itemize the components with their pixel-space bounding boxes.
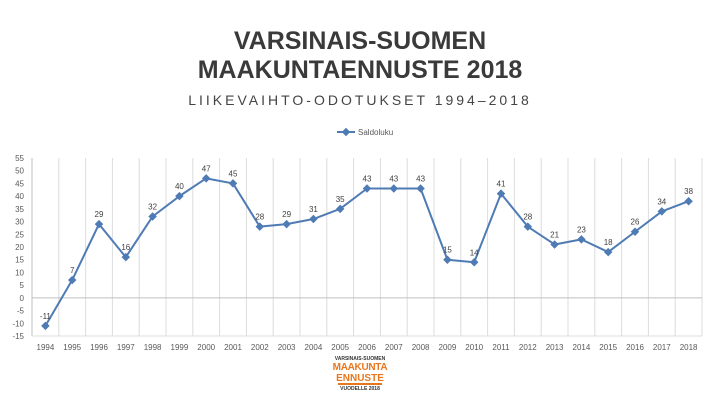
y-tick-label: 55 bbox=[15, 154, 24, 163]
line-chart: -15 -10 -5 0 5 10 15 20 25 30 35 40 45 50 55 1994 1995 19… bbox=[12, 127, 703, 352]
data-label: 26 bbox=[631, 218, 640, 227]
data-label: 40 bbox=[175, 182, 184, 191]
x-tick-label: 1998 bbox=[144, 343, 162, 352]
x-tick-label: 2017 bbox=[653, 343, 671, 352]
chart-title-line-2: MAAKUNTAENNUSTE 2018 bbox=[197, 56, 523, 84]
data-point bbox=[362, 184, 372, 193]
y-tick-label: -10 bbox=[12, 319, 24, 328]
y-tick-label: 45 bbox=[15, 179, 24, 188]
x-tick-label: 2005 bbox=[331, 343, 349, 352]
x-tick-label: 2012 bbox=[519, 343, 537, 352]
x-tick-label: 2006 bbox=[358, 343, 376, 352]
logo-underline bbox=[338, 383, 382, 385]
data-point bbox=[335, 204, 345, 214]
x-tick-label: 2018 bbox=[680, 343, 698, 352]
x-tick-label: 1999 bbox=[171, 343, 189, 352]
data-point bbox=[309, 214, 318, 224]
logo: VARSINAIS-SUOMEN MAAKUNTA ENNUSTE VUODEL… bbox=[330, 356, 390, 400]
data-label: 32 bbox=[148, 202, 157, 211]
x-tick-label: 1997 bbox=[117, 343, 135, 352]
data-label: 35 bbox=[336, 195, 345, 204]
data-point bbox=[41, 321, 50, 331]
logo-line-4: VUODELLE 2018 bbox=[340, 386, 380, 392]
x-tick-label: 1994 bbox=[37, 343, 55, 352]
data-point bbox=[67, 275, 77, 285]
data-label: 47 bbox=[202, 164, 211, 173]
data-label: 31 bbox=[309, 205, 318, 214]
x-tick-label: 2009 bbox=[439, 343, 457, 352]
data-label: 16 bbox=[121, 243, 130, 252]
data-label: 29 bbox=[95, 210, 104, 219]
x-tick-label: 2010 bbox=[465, 343, 483, 352]
x-tick-label: 2007 bbox=[385, 343, 403, 352]
data-label: 43 bbox=[389, 175, 398, 184]
x-tick-label: 2003 bbox=[278, 343, 296, 352]
data-point bbox=[282, 219, 291, 229]
y-tick-label: 30 bbox=[15, 218, 24, 227]
data-point bbox=[148, 212, 157, 221]
legend-label: Saldoluku bbox=[358, 128, 393, 137]
data-label: 43 bbox=[416, 175, 425, 184]
y-tick-label: 15 bbox=[15, 256, 24, 265]
data-label: 34 bbox=[657, 197, 666, 206]
x-tick-label: 2002 bbox=[251, 343, 269, 352]
y-tick-label: 25 bbox=[15, 230, 24, 239]
x-tick-label: 2016 bbox=[626, 343, 644, 352]
x-tick-label: 2011 bbox=[492, 343, 510, 352]
chart-title-line-1: VARSINAIS-SUOMEN bbox=[233, 27, 487, 55]
data-label: 41 bbox=[497, 180, 506, 189]
data-point bbox=[228, 179, 238, 188]
logo-line-3: ENNUSTE bbox=[336, 373, 384, 384]
data-label: 15 bbox=[443, 246, 452, 255]
data-label: 21 bbox=[550, 230, 559, 239]
x-tick-label: 2008 bbox=[412, 343, 430, 352]
x-tick-label: 1995 bbox=[63, 343, 81, 352]
data-point bbox=[443, 255, 452, 264]
data-label: 14 bbox=[470, 248, 479, 257]
data-point bbox=[175, 191, 184, 201]
y-tick-label: 0 bbox=[20, 294, 25, 303]
legend-marker bbox=[341, 127, 351, 137]
data-label: 29 bbox=[282, 210, 291, 219]
data-label: 28 bbox=[523, 213, 532, 222]
data-point bbox=[577, 235, 586, 244]
x-tick-label: 2000 bbox=[197, 343, 215, 352]
data-point bbox=[121, 252, 131, 262]
x-tick-label: 2015 bbox=[599, 343, 617, 352]
data-label: 38 bbox=[684, 187, 693, 196]
y-tick-label: 20 bbox=[15, 243, 24, 252]
data-label: 18 bbox=[604, 238, 613, 247]
logo-line-2: MAAKUNTA bbox=[332, 362, 388, 373]
chart-subtitle: LIIKEVAIHTO-ODOTUKSET 1994–2018 bbox=[188, 92, 532, 108]
y-tick-label: 10 bbox=[15, 268, 24, 277]
data-label: -11 bbox=[40, 312, 52, 321]
logo-line-1: VARSINAIS-SUOMEN bbox=[334, 356, 386, 362]
data-point bbox=[469, 258, 479, 267]
data-point bbox=[684, 196, 693, 206]
y-tick-label: 50 bbox=[15, 167, 24, 176]
x-tick-label: 2004 bbox=[305, 343, 323, 352]
data-point bbox=[416, 184, 425, 193]
data-label: 23 bbox=[577, 225, 586, 234]
data-point bbox=[201, 174, 211, 183]
x-tick-label: 2013 bbox=[546, 343, 564, 352]
data-point bbox=[255, 222, 265, 231]
data-label: 28 bbox=[255, 213, 264, 222]
y-tick-label: -5 bbox=[17, 307, 25, 316]
data-label: 43 bbox=[363, 175, 372, 184]
data-point bbox=[389, 184, 399, 193]
y-tick-label: -15 bbox=[12, 332, 24, 341]
y-tick-label: 35 bbox=[15, 205, 24, 214]
x-tick-label: 2014 bbox=[573, 343, 591, 352]
y-tick-label: 5 bbox=[20, 281, 25, 290]
data-point bbox=[94, 219, 104, 229]
data-label: 45 bbox=[229, 169, 238, 178]
data-label: 7 bbox=[70, 266, 75, 275]
y-tick-label: 40 bbox=[15, 192, 24, 201]
data-point bbox=[496, 189, 506, 198]
x-tick-label: 1996 bbox=[90, 343, 108, 352]
x-tick-label: 2001 bbox=[224, 343, 242, 352]
series-line-saldoluku bbox=[44, 177, 689, 327]
